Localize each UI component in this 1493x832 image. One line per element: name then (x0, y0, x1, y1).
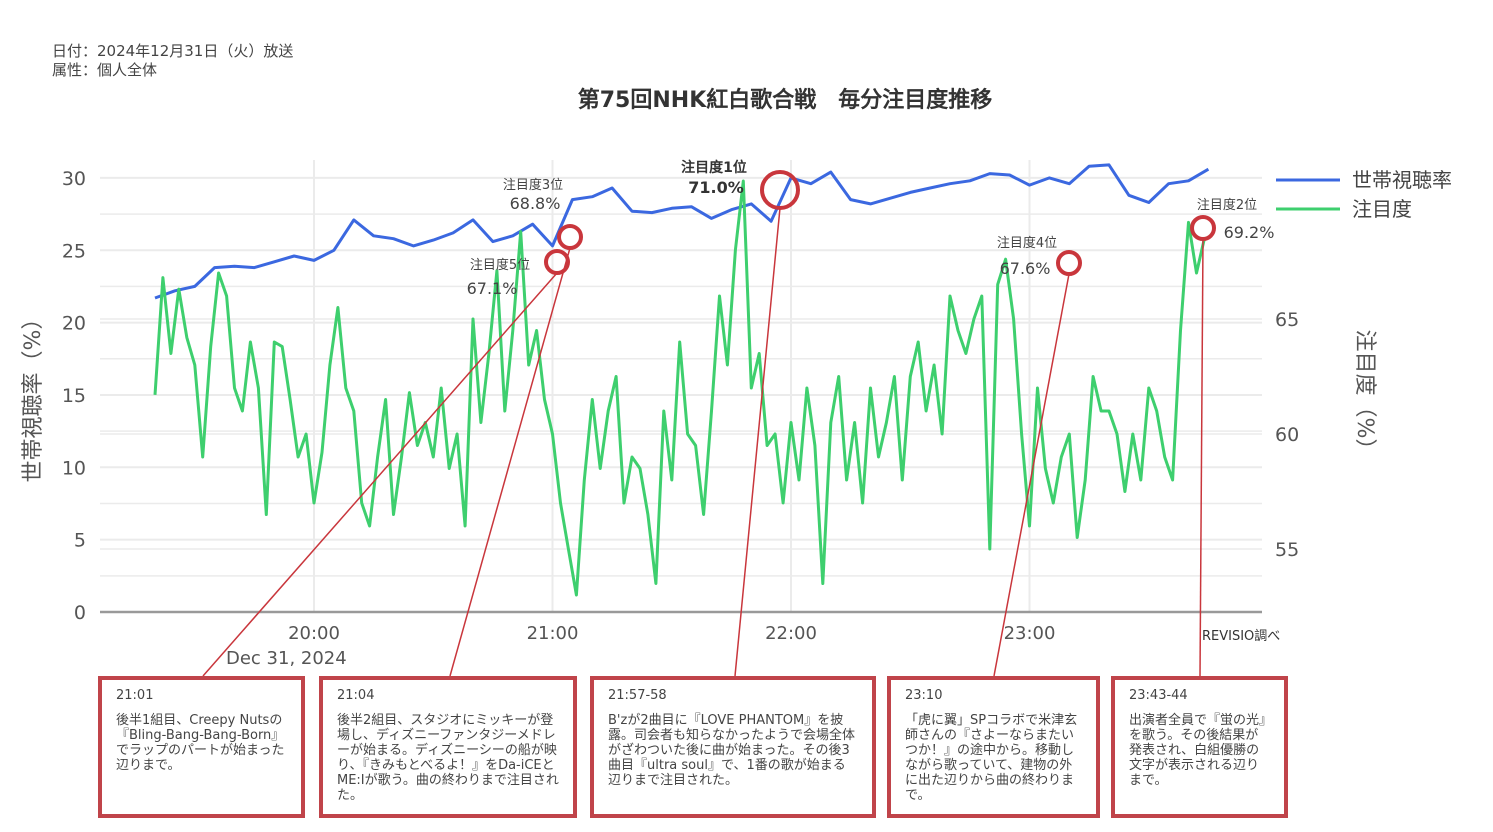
note-time: 21:57-58 (608, 688, 667, 703)
peak-2-marker (1190, 215, 1216, 241)
peak-3-value: 68.8% (510, 194, 561, 213)
left-axis-tick: 5 (74, 530, 86, 552)
note-text: B'zが2曲目に『LOVE PHANTOM』を披露。司会者も知らなかったようで会… (608, 713, 856, 788)
household-rating-line (154, 163, 1210, 300)
note-text: 「虎に翼」SPコラボで米津玄師さんの『さよーならまたいつか！』の途中から。移動し… (905, 713, 1078, 803)
legend-label-attention: 注目度 (1352, 197, 1412, 221)
callout-connector (734, 207, 781, 677)
chart-title: 第75回NHK紅白歌合戦 毎分注目度推移 (577, 88, 993, 113)
attention-line (153, 179, 1206, 597)
note-time: 23:43-44 (1129, 688, 1188, 703)
x-axis-date-label: Dec 31, 2024 (226, 648, 347, 669)
callout-connector (202, 272, 558, 677)
note-text: 出演者全員で『蛍の光』を歌う。その後結果が発表され、白組優勝の文字が表示される辺… (1129, 713, 1266, 788)
x-axis-tick: 21:00 (527, 623, 579, 644)
callout-connector (1199, 238, 1204, 677)
left-axis-tick: 15 (62, 385, 86, 407)
audience-attribute: 属性：個人全体 (52, 61, 158, 79)
peak-1-rank: 注目度1位 (681, 159, 747, 176)
note-text: 後半1組目、Creepy Nutsの『Bling-Bang-Bang-Born』… (116, 713, 285, 773)
x-axis-tick: 20:00 (288, 623, 340, 644)
broadcast-date: 日付：2024年12月31日（火）放送 (52, 42, 294, 60)
note-box-rank4: 23:10 「虎に翼」SPコラボで米津玄師さんの『さよーならまたいつか！』の途中… (887, 676, 1100, 818)
x-axis-tick: 23:00 (1004, 623, 1056, 644)
peak-1-value: 71.0% (688, 178, 744, 197)
left-axis-tick: 30 (62, 168, 86, 190)
peak-4-marker (1056, 250, 1082, 276)
right-axis-tick: 60 (1275, 424, 1299, 446)
peak-4-rank: 注目度4位 (997, 235, 1057, 251)
note-time: 21:04 (337, 688, 375, 703)
note-time: 21:01 (116, 688, 154, 703)
peak-5-value: 67.1% (467, 279, 518, 298)
note-box-rank2: 23:43-44 出演者全員で『蛍の光』を歌う。その後結果が発表され、白組優勝の… (1111, 676, 1288, 818)
right-axis-title: 注目度（%） (1352, 330, 1377, 461)
legend: 世帯視聴率 注目度 (1276, 168, 1452, 221)
peak-2-value: 69.2% (1224, 223, 1275, 242)
series-lines (153, 163, 1210, 597)
right-axis-tick: 55 (1275, 539, 1299, 561)
callout-lines (202, 170, 1216, 677)
note-box-rank5: 21:01 後半1組目、Creepy Nutsの『Bling-Bang-Bang… (98, 676, 305, 818)
peak-annotations: 注目度1位 71.0% 注目度2位 69.2% 注目度3位 68.8% 注目度4… (467, 159, 1275, 298)
x-axis-tick: 22:00 (765, 623, 817, 644)
note-box-rank1: 21:57-58 B'zが2曲目に『LOVE PHANTOM』を披露。司会者も知… (590, 676, 876, 818)
callout-connector (993, 273, 1070, 677)
left-axis-tick: 20 (62, 313, 86, 335)
broadcast-meta: 日付：2024年12月31日（火）放送 属性：個人全体 (52, 42, 293, 80)
right-axis-tick: 65 (1275, 309, 1299, 331)
data-source-credit: REVISIO調べ (1202, 629, 1281, 644)
peak-5-rank: 注目度5位 (470, 257, 530, 273)
note-text: 後半2組目、スタジオにミッキーが登場し、ディズニーファンタジーメドレーが始まる。… (337, 713, 559, 803)
peak-4-value: 67.6% (1000, 259, 1051, 278)
left-axis-tick: 25 (62, 240, 86, 262)
peak-1-marker (760, 170, 800, 210)
peak-5-marker (544, 249, 570, 275)
legend-label-household: 世帯視聴率 (1352, 168, 1452, 192)
left-axis-tick: 10 (62, 457, 86, 479)
axes: 0 5 10 15 20 25 30 55 60 65 20:00 21:00 22:00 23:00 (62, 168, 1299, 644)
callout-connector (449, 247, 571, 677)
left-axis-tick: 0 (74, 602, 86, 624)
note-box-rank3: 21:04 後半2組目、スタジオにミッキーが登場し、ディズニーファンタジーメドレ… (319, 676, 577, 818)
note-time: 23:10 (905, 688, 943, 703)
gridlines (100, 160, 1262, 612)
left-axis-title: 世帯視聴率（%） (21, 308, 46, 483)
peak-2-rank: 注目度2位 (1197, 197, 1257, 213)
peak-3-marker (557, 224, 583, 250)
peak-3-rank: 注目度3位 (503, 177, 563, 193)
